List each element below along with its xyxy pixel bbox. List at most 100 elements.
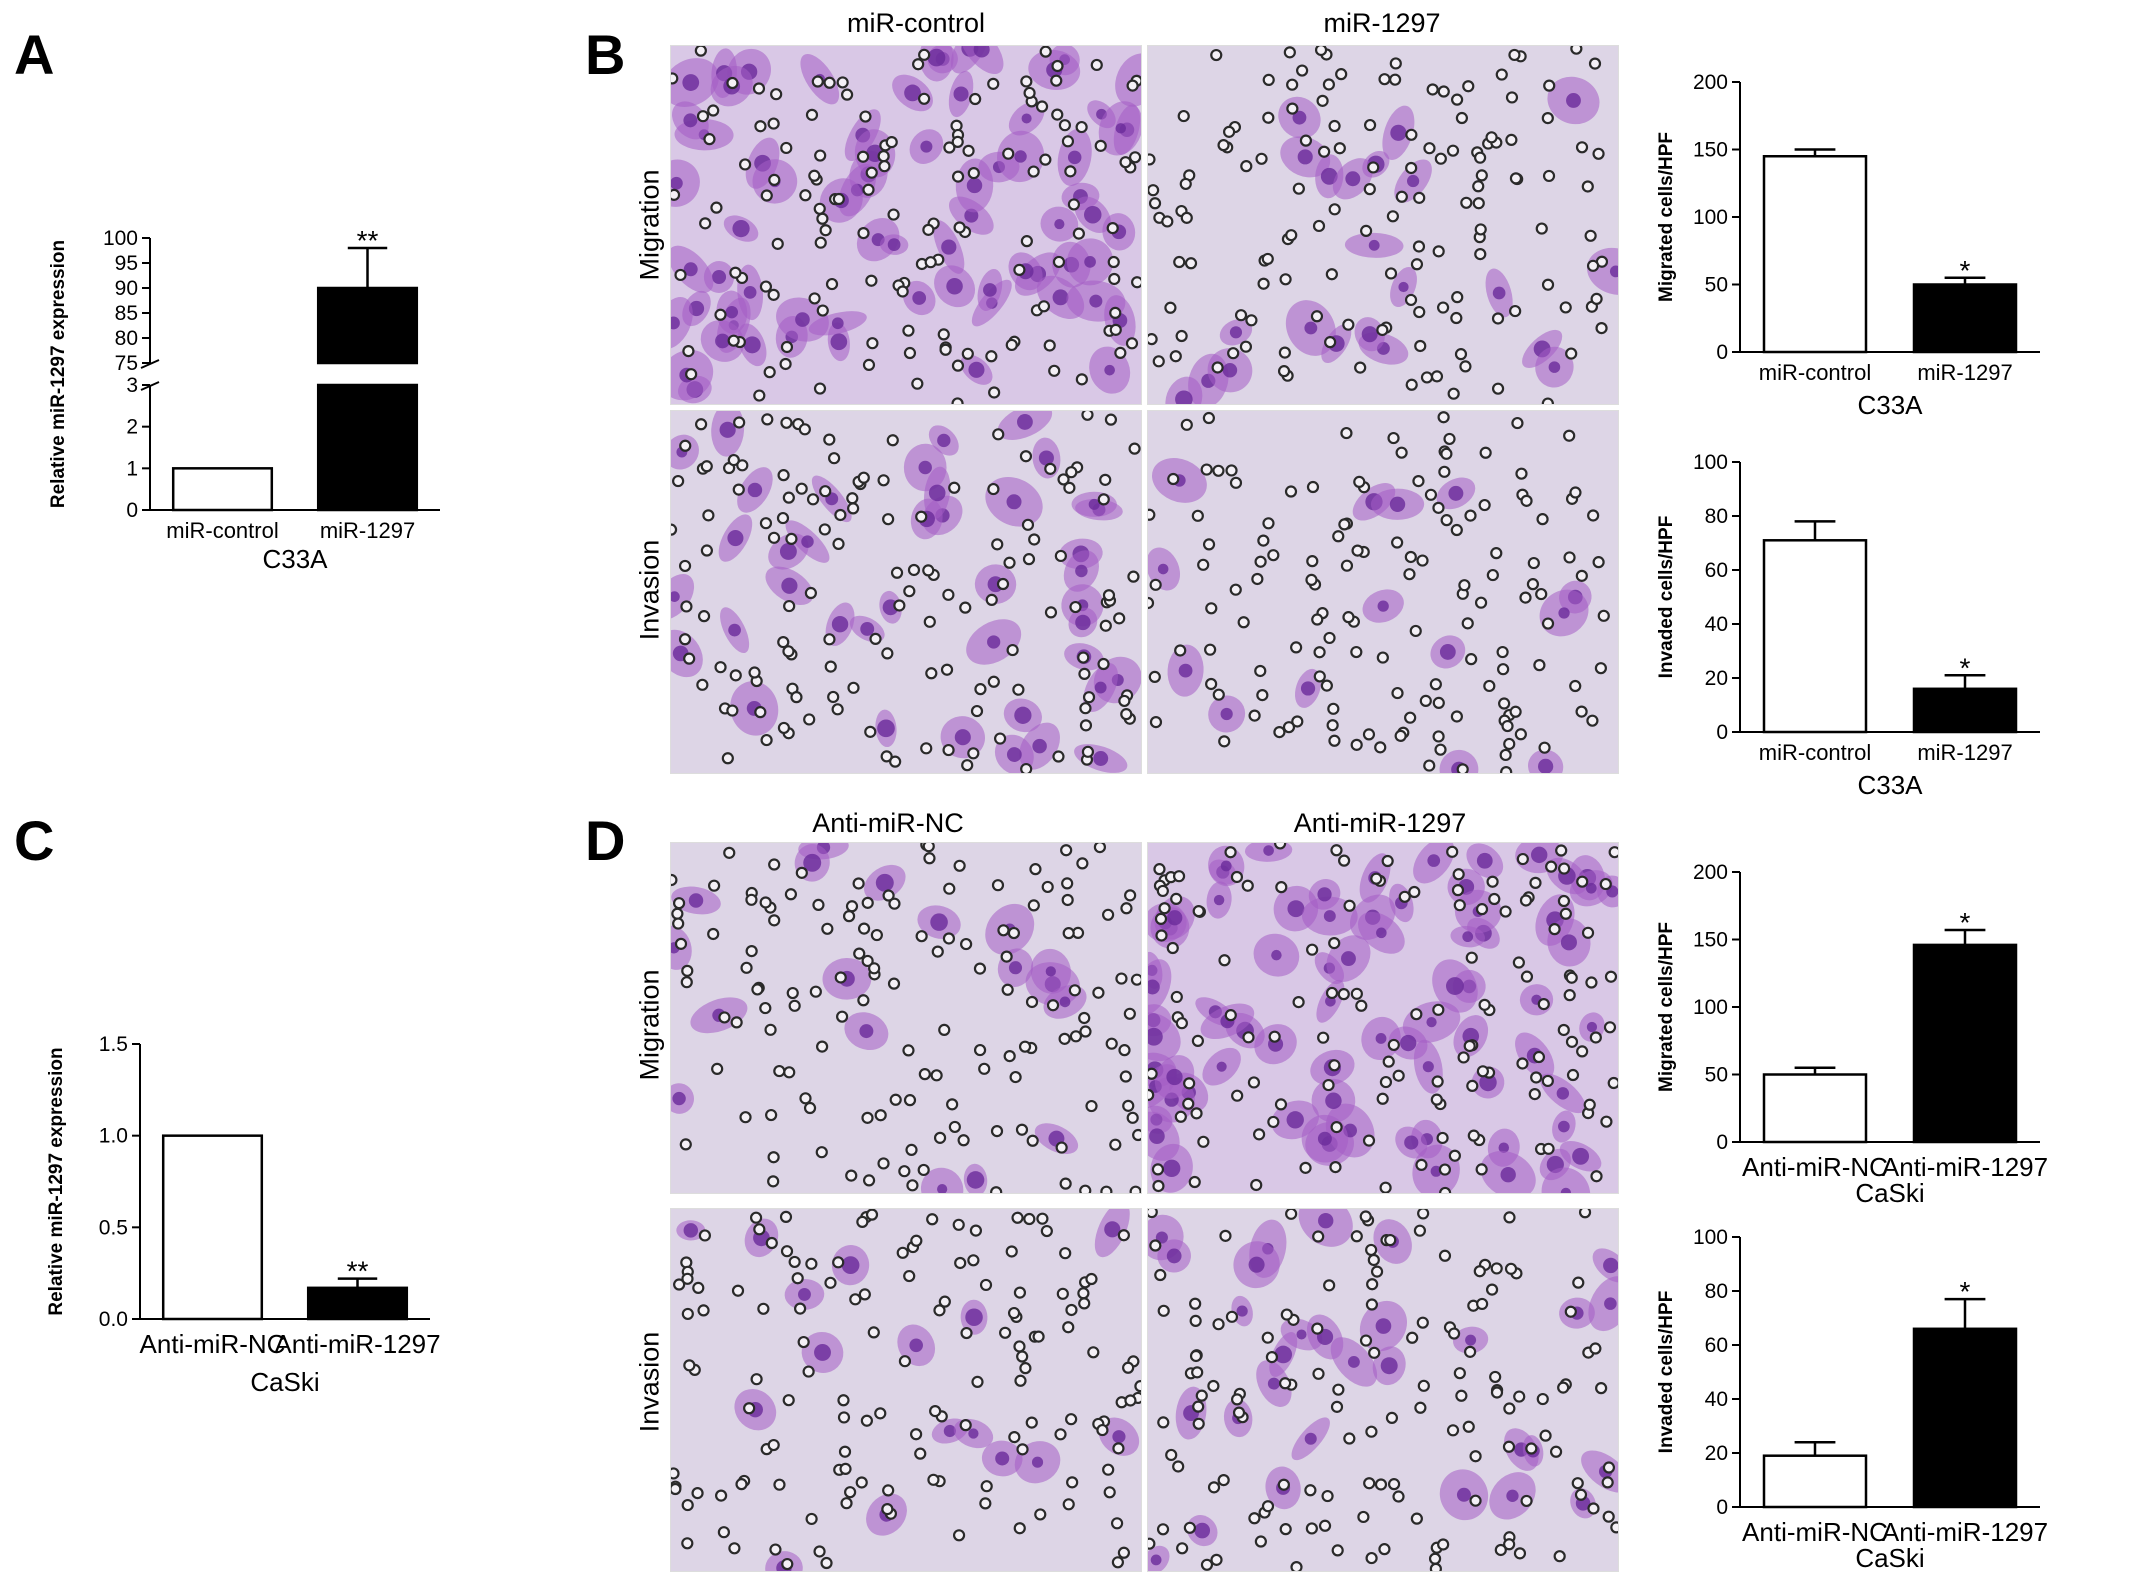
membrane-pore — [960, 937, 973, 951]
membrane-pore — [1058, 119, 1071, 132]
membrane-pore — [1448, 1149, 1461, 1162]
group-label: CaSki — [1855, 1543, 1924, 1573]
cell-nucleus — [928, 484, 946, 502]
category-label: Anti-miR-1297 — [1882, 1152, 2048, 1182]
membrane-pore — [1541, 397, 1554, 404]
membrane-pore — [1312, 1230, 1325, 1243]
membrane-pore — [1174, 1110, 1187, 1123]
membrane-pore — [754, 120, 767, 133]
y-tick-label: 0 — [1716, 721, 1728, 744]
membrane-pore — [907, 563, 921, 577]
group-label: CaSki — [1855, 1178, 1924, 1208]
membrane-pore — [1240, 160, 1253, 173]
membrane-pore — [881, 647, 894, 660]
membrane-pore — [1054, 1428, 1067, 1441]
membrane-pore — [865, 1209, 879, 1221]
membrane-pore — [996, 577, 1010, 591]
chart-c-relative-expression-caski: 0.0 0.5 1.0 1.5 Anti-miR-NC ** Anti-miR-1297 Ca… — [46, 1033, 441, 1397]
cell-nucleus — [1465, 1334, 1477, 1346]
cell-nucleus — [965, 1308, 983, 1326]
panel-label-b: B — [585, 23, 626, 86]
membrane-pore — [739, 1111, 752, 1124]
membrane-pore — [1102, 1463, 1115, 1476]
membrane-pore — [1330, 1120, 1343, 1134]
membrane-pore — [702, 509, 715, 522]
cell-nucleus — [877, 719, 895, 738]
membrane-pore — [1529, 876, 1542, 889]
cell-nucleus — [859, 1024, 874, 1039]
membrane-pore — [1274, 1098, 1288, 1111]
membrane-pore — [1245, 314, 1258, 327]
membrane-pore — [1459, 360, 1472, 373]
membrane-pore — [1229, 583, 1242, 596]
membrane-pore — [1149, 578, 1162, 591]
membrane-pore — [845, 900, 859, 913]
membrane-pore — [842, 910, 856, 923]
membrane-pore — [1273, 726, 1286, 739]
membrane-pore — [1413, 305, 1426, 319]
membrane-pore — [1290, 641, 1303, 654]
membrane-pore — [1050, 74, 1063, 87]
membrane-pore — [1120, 708, 1133, 721]
membrane-pore — [1340, 426, 1353, 440]
membrane-pore — [803, 1101, 817, 1115]
membrane-pore — [1511, 416, 1524, 430]
membrane-pore — [1520, 1494, 1533, 1508]
membrane-pore — [1322, 1078, 1335, 1092]
cell-nucleus — [830, 333, 848, 351]
membrane-pore — [1055, 1141, 1068, 1154]
membrane-pore — [1328, 937, 1341, 950]
membrane-pore — [957, 1134, 970, 1147]
membrane-pore — [1097, 493, 1110, 506]
membrane-pore — [973, 962, 987, 975]
membrane-pore — [1565, 971, 1578, 984]
bar-1 — [1762, 539, 1868, 734]
membrane-pore — [816, 304, 829, 317]
membrane-pore — [1491, 382, 1505, 395]
membrane-pore — [1018, 1040, 1032, 1053]
cell-nucleus — [725, 305, 739, 319]
membrane-pore — [1454, 348, 1468, 361]
membrane-pore — [1023, 86, 1036, 100]
cell-nucleus — [831, 616, 849, 633]
membrane-pore — [821, 922, 834, 935]
significance-marker: * — [1960, 255, 1971, 286]
membrane-pore — [1327, 702, 1340, 715]
image-row-label-migration-d: Migration — [634, 969, 665, 1081]
cell-nucleus — [1014, 706, 1032, 724]
membrane-pore — [1242, 1031, 1255, 1044]
membrane-pore — [1432, 696, 1445, 710]
membrane-pore — [1430, 1093, 1443, 1106]
cell-nucleus — [1609, 265, 1618, 278]
membrane-pore — [1559, 301, 1572, 314]
membrane-pore — [1085, 1272, 1098, 1286]
membrane-pore — [1322, 78, 1336, 91]
membrane-pore — [856, 1215, 869, 1229]
bar-1 — [1762, 1073, 1868, 1144]
membrane-pore — [922, 843, 935, 853]
membrane-pore — [1413, 191, 1426, 204]
membrane-pore — [987, 77, 1000, 90]
membrane-pore — [1092, 986, 1105, 999]
cell-nucleus — [801, 535, 814, 548]
membrane-pore — [1299, 134, 1313, 147]
significance-marker: * — [1960, 652, 1971, 683]
membrane-pore — [759, 517, 773, 530]
membrane-pore — [1292, 996, 1305, 1009]
membrane-pore — [1155, 929, 1168, 942]
membrane-pore — [1376, 651, 1389, 664]
cell-nucleus — [779, 543, 797, 560]
bar-2-upper — [316, 286, 419, 365]
significance-marker: * — [1960, 1276, 1971, 1307]
cell-nucleus — [683, 262, 698, 277]
cell-nucleus — [1115, 123, 1126, 134]
membrane-pore — [1491, 312, 1505, 325]
membrane-pore — [745, 893, 758, 906]
membrane-pore — [1342, 611, 1355, 624]
membrane-pore — [1516, 852, 1529, 866]
membrane-pore — [1498, 697, 1511, 710]
membrane-pore — [917, 1163, 930, 1177]
membrane-pore — [1148, 333, 1158, 346]
cell-nucleus — [1318, 1213, 1334, 1229]
membrane-pore — [1064, 165, 1077, 178]
